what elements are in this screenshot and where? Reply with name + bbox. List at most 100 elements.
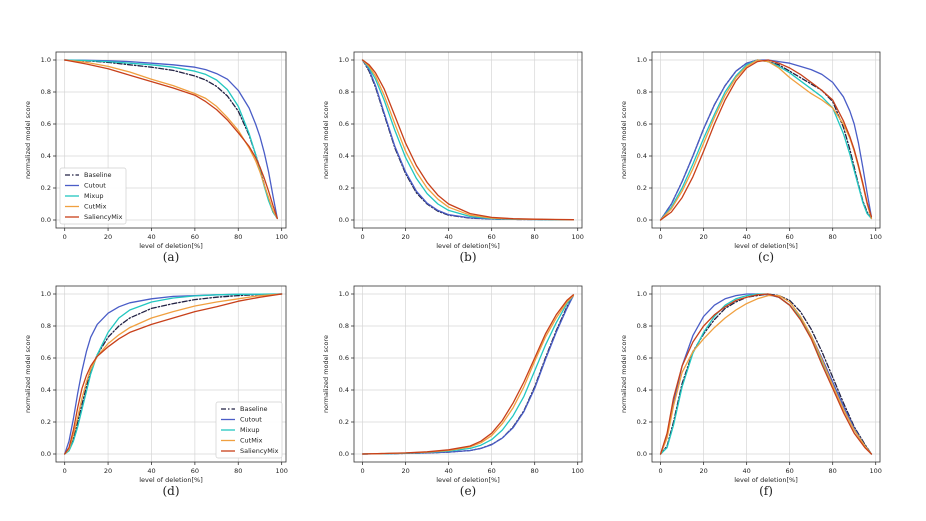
x-tick-label: 60 — [191, 233, 199, 241]
x-tick-label: 40 — [743, 467, 751, 475]
y-tick-label: 0.2 — [41, 184, 51, 192]
y-tick-label: 0.8 — [41, 322, 51, 330]
y-tick-label: 0.0 — [637, 450, 647, 458]
plot-frame — [651, 51, 881, 229]
x-tick-label: 40 — [743, 233, 751, 241]
y-tick-label: 0.6 — [637, 120, 647, 128]
plot-frame — [55, 285, 287, 463]
x-axis-label: level of deletion[%] — [139, 476, 202, 484]
panel-caption: (c) — [758, 250, 774, 264]
plot-frame — [353, 51, 583, 229]
x-tick-label: 20 — [699, 467, 707, 475]
y-tick-label: 0.0 — [41, 216, 51, 224]
legend-label: Baseline — [84, 171, 112, 179]
series-line-cutmix — [64, 293, 283, 455]
legend-label: SaliencyMix — [84, 213, 123, 221]
y-tick-label: 0.8 — [339, 88, 349, 96]
x-axis-label: level of deletion[%] — [734, 476, 797, 484]
series-line-saliencymix — [659, 59, 873, 221]
y-axis-label: normalized model score — [620, 101, 628, 179]
y-tick-label: 0.4 — [41, 152, 51, 160]
legend-box — [59, 167, 127, 225]
y-axis-label: normalized model score — [620, 335, 628, 413]
y-tick-label: 0.6 — [637, 354, 647, 362]
series-line-cutout — [64, 59, 278, 220]
x-tick-label: 20 — [104, 233, 112, 241]
x-tick-label: 40 — [147, 467, 155, 475]
chart-panel-f: 0 20 40 60 80 100 0.0 0.2 0.4 0.6 0.8 1.0 level of d… — [620, 285, 882, 498]
plot-frame — [651, 285, 881, 463]
chart-panel-d: 0 20 40 60 80 100 0.0 0.2 0.4 0.6 0.8 1.0 level of d… — [24, 285, 288, 498]
series-line-baseline — [64, 293, 283, 455]
legend-label: Mixup — [240, 426, 260, 434]
legend-label: Baseline — [240, 405, 268, 413]
series-line-mixup — [659, 293, 873, 455]
y-tick-label: 0.6 — [339, 120, 349, 128]
x-tick-label: 40 — [147, 233, 155, 241]
series-line-saliencymix — [64, 293, 283, 455]
series-line-mixup — [361, 294, 575, 455]
x-tick-label: 80 — [531, 467, 539, 475]
x-tick-label: 0 — [63, 467, 67, 475]
x-tick-label: 80 — [829, 467, 837, 475]
x-tick-label: 0 — [361, 467, 365, 475]
y-tick-label: 0.8 — [41, 88, 51, 96]
y-axis-label: normalized model score — [322, 101, 330, 179]
y-tick-label: 0.0 — [637, 216, 647, 224]
series-line-cutout — [659, 293, 873, 455]
legend: Baseline Cutout Mixup CutMix SaliencyMix — [215, 401, 283, 459]
y-tick-label: 0.8 — [339, 322, 349, 330]
y-axis-label: normalized model score — [24, 101, 32, 179]
y-tick-label: 0.6 — [41, 120, 51, 128]
series-line-cutmix — [659, 59, 873, 221]
x-axis-label: level of deletion[%] — [139, 242, 202, 250]
panel-caption: (a) — [163, 250, 180, 264]
x-tick-label: 100 — [275, 467, 287, 475]
series-line-cutmix — [64, 59, 278, 220]
chart-panel-c: 0 20 40 60 80 100 0.0 0.2 0.4 0.6 0.8 1.0 level of d… — [620, 51, 882, 264]
x-tick-label: 80 — [234, 467, 242, 475]
y-tick-label: 0.4 — [339, 152, 349, 160]
panel-caption: (e) — [460, 484, 476, 498]
legend-label: Cutout — [240, 416, 262, 424]
plot-frame — [55, 51, 287, 229]
legend-label: CutMix — [84, 203, 107, 211]
y-tick-label: 0.8 — [637, 322, 647, 330]
y-tick-label: 0.0 — [339, 216, 349, 224]
x-tick-label: 20 — [104, 467, 112, 475]
y-tick-label: 0.2 — [637, 418, 647, 426]
series-line-cutmix — [659, 294, 873, 455]
series-line-saliencymix — [659, 293, 873, 455]
x-tick-label: 0 — [659, 233, 663, 241]
x-tick-label: 60 — [191, 467, 199, 475]
y-axis-label: normalized model score — [322, 335, 330, 413]
series-line-saliencymix — [361, 59, 575, 221]
series-line-baseline — [659, 59, 873, 221]
y-tick-label: 0.4 — [339, 386, 349, 394]
y-tick-label: 0.8 — [637, 88, 647, 96]
plot-frame — [353, 285, 583, 463]
series-line-mixup — [64, 293, 283, 455]
x-tick-label: 100 — [869, 233, 881, 241]
y-tick-label: 0.0 — [41, 450, 51, 458]
series-line-cutmix — [361, 294, 575, 455]
x-tick-label: 60 — [488, 467, 496, 475]
series-line-saliencymix — [361, 294, 575, 455]
y-tick-label: 0.4 — [41, 386, 51, 394]
x-tick-label: 60 — [488, 233, 496, 241]
x-tick-label: 100 — [571, 467, 583, 475]
x-tick-label: 100 — [869, 467, 881, 475]
y-tick-label: 0.0 — [339, 450, 349, 458]
legend-label: SaliencyMix — [240, 447, 279, 455]
y-tick-label: 0.4 — [637, 386, 647, 394]
panel-caption: (f) — [759, 484, 773, 498]
x-tick-label: 40 — [445, 233, 453, 241]
series-line-mixup — [361, 59, 575, 221]
x-tick-label: 0 — [361, 233, 365, 241]
legend-label: CutMix — [240, 437, 263, 445]
series-line-baseline — [659, 293, 873, 455]
x-tick-label: 80 — [531, 233, 539, 241]
y-tick-label: 0.2 — [637, 184, 647, 192]
x-tick-label: 20 — [401, 233, 409, 241]
